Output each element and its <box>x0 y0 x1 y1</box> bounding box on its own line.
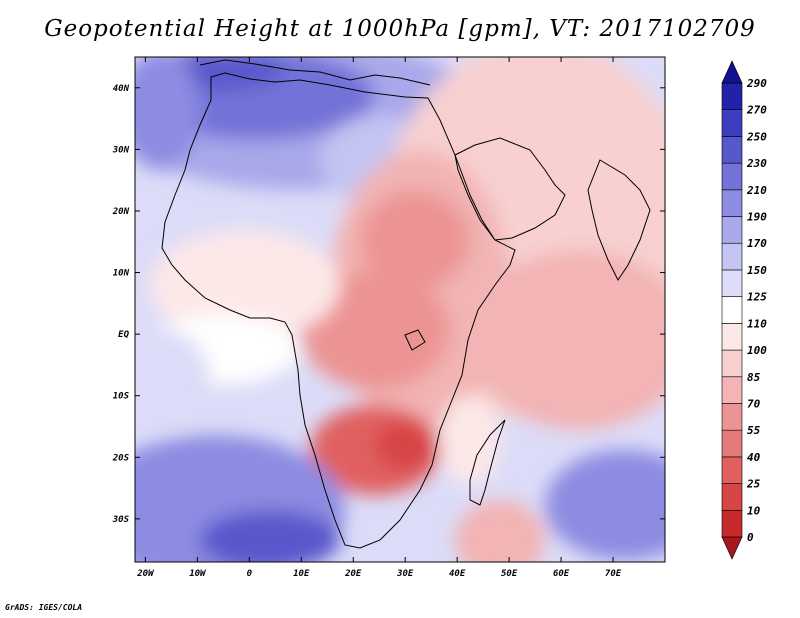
colorbar-swatch <box>721 483 743 511</box>
colorbar-label: 150 <box>747 264 767 277</box>
colorbar-label: 290 <box>746 77 767 90</box>
colorbar-label: 10 <box>747 504 761 517</box>
map-plot-area <box>135 57 665 562</box>
lon-tick-label: 70E <box>605 569 622 579</box>
lon-tick-label: 50E <box>501 569 518 579</box>
colorbar-label: 210 <box>746 184 767 197</box>
colorbar-swatch <box>721 189 743 217</box>
colorbar: 0 10 25 40 55 70 85 100 110 125 150 170 190 210 230 250… <box>721 60 767 560</box>
lon-tick-label: 20W <box>136 569 155 579</box>
lat-tick-label: 10N <box>113 269 130 279</box>
colorbar-label: 190 <box>747 211 767 224</box>
field-mozambique-channel <box>440 395 500 485</box>
colorbar-swatch <box>721 456 743 484</box>
field-high-north-atlantic <box>135 57 200 170</box>
field-zimbabwe-min <box>375 420 435 470</box>
field-west-equatorial-atlantic <box>135 330 210 430</box>
colorbar-label: 100 <box>747 344 767 357</box>
colorbar-label: 0 <box>747 531 754 544</box>
colorbar-label: 230 <box>746 157 767 170</box>
colorbar-swatch <box>721 162 743 191</box>
colorbar-label: 250 <box>746 130 767 143</box>
lon-tick-label: 30E <box>396 569 414 579</box>
colorbar-label: 170 <box>747 237 767 250</box>
colorbar-swatch <box>721 216 743 244</box>
lat-tick-label: EQ <box>118 330 129 340</box>
colorbar-swatch <box>721 323 743 351</box>
colorbar-swatch <box>721 403 743 431</box>
coastline-india <box>587 159 651 281</box>
lat-tick-label: 20S <box>112 453 130 463</box>
colorbar-swatch <box>721 509 743 538</box>
colorbar-label: 55 <box>747 424 761 437</box>
lon-tick-label: 10E <box>293 569 310 579</box>
lon-tick-label: 40E <box>449 569 466 579</box>
colorbar-swatch <box>721 109 743 137</box>
colorbar-label: 85 <box>747 371 761 384</box>
colorbar-swatch <box>721 82 743 111</box>
map-title: Geopotential Height at 1000hPa [gpm], VT… <box>44 16 756 42</box>
colorbar-swatch <box>721 296 743 324</box>
field-south-indian-high <box>545 450 665 560</box>
lat-tick-label: 40N <box>113 84 130 94</box>
coastline-europe <box>199 59 431 86</box>
field-south-atlantic-core <box>200 510 340 562</box>
colorbar-label: 125 <box>747 291 767 304</box>
coastline-africa <box>161 72 516 549</box>
lat-tick-label: 20N <box>112 207 130 217</box>
colorbar-swatch <box>721 536 743 560</box>
lon-tick-label: 10W <box>189 569 207 579</box>
latitude-axis: 40N 30N 20N 10N EQ 10S 20S 30S <box>112 84 665 525</box>
lon-tick-label: 0 <box>247 569 253 579</box>
colorbar-label: 270 <box>746 104 767 117</box>
coastline-madagascar <box>469 419 506 506</box>
colorbar-swatch <box>721 349 743 378</box>
map-frame <box>134 56 666 563</box>
field-south-low-tongue <box>455 500 545 562</box>
coastlines <box>161 59 651 549</box>
field-ethiopia-low <box>360 190 470 290</box>
colorbar-swatch <box>721 136 743 164</box>
colorbar-swatch <box>721 376 743 404</box>
field-low-indian-ocean <box>470 250 665 430</box>
lat-tick-label: 30S <box>112 515 130 525</box>
field-congo-low <box>300 270 450 390</box>
colorbar-label: 70 <box>747 397 761 410</box>
lon-tick-label: 60E <box>553 569 570 579</box>
longitude-axis: 20W 10W 0 10E 20E 30E 40E 50E 60E 70E <box>136 57 622 579</box>
coastline-lake-victoria <box>404 329 426 351</box>
colorbar-swatch <box>721 242 743 271</box>
lat-tick-label: 30N <box>112 145 130 155</box>
colorbar-swatch <box>721 60 743 84</box>
field-west-africa-neutral <box>150 230 340 340</box>
colorbar-swatch <box>721 429 743 458</box>
coastline-arabia <box>454 137 566 241</box>
grads-credit: GrADS: IGES/COLA <box>5 603 83 612</box>
colorbar-swatch <box>721 269 743 297</box>
colorbar-label: 25 <box>746 478 761 491</box>
lat-tick-label: 10S <box>113 392 130 402</box>
geopotential-field <box>135 57 665 562</box>
colorbar-label: 40 <box>747 451 761 464</box>
colorbar-label: 110 <box>747 317 767 330</box>
lon-tick-label: 20E <box>344 569 362 579</box>
